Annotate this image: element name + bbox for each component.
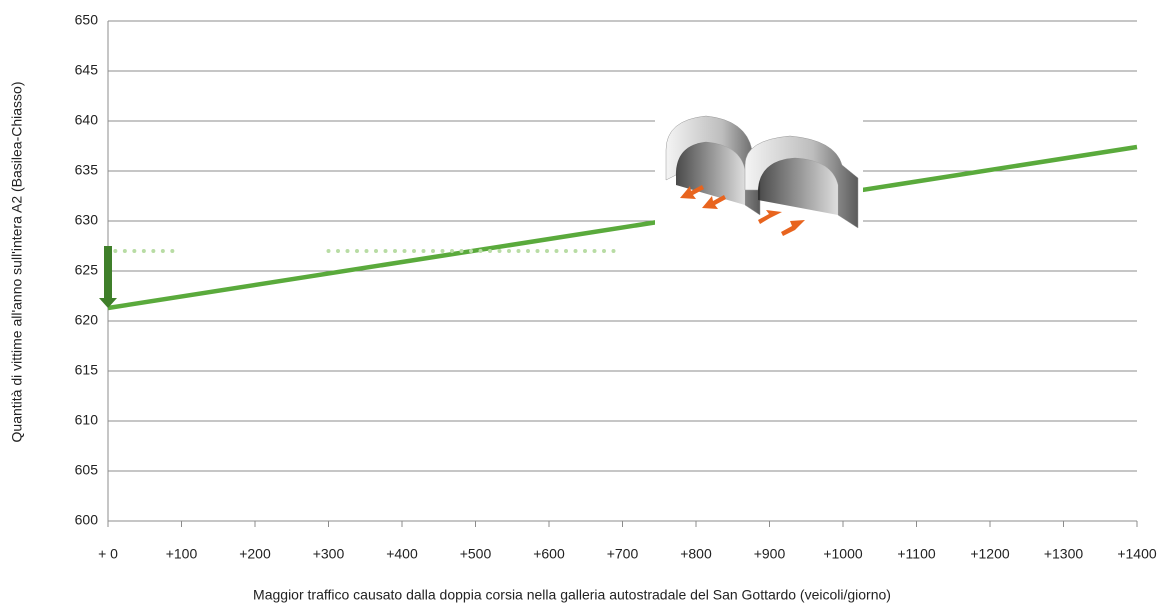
- x-tick-label: +900: [754, 546, 786, 562]
- y-tick-label: 640: [75, 112, 99, 128]
- y-tick-label: 610: [75, 412, 99, 428]
- x-tick-label: +1400: [1117, 546, 1157, 562]
- x-tick-label: + 0: [98, 546, 118, 562]
- y-tick-label: 635: [75, 162, 99, 178]
- x-tick-label: +300: [313, 546, 345, 562]
- y-tick-label: 620: [75, 312, 99, 328]
- x-tick-label: +1000: [823, 546, 863, 562]
- y-tick-label: 630: [75, 212, 99, 228]
- x-tick-label: +600: [533, 546, 565, 562]
- x-tick-label: +400: [386, 546, 418, 562]
- y-axis-label: Quantità di vittime all'anno sull'intera…: [9, 82, 25, 443]
- plot-area: 600 605 610 615 620 625 630 635 640 645 650 + 0 +100…: [9, 12, 1157, 603]
- tunnel-icon: [655, 100, 863, 240]
- x-tick-label: +500: [460, 546, 492, 562]
- y-tick-label: 600: [75, 512, 99, 528]
- y-tick-label: 645: [75, 62, 99, 78]
- x-tick-label: +700: [607, 546, 639, 562]
- x-tick-label: +200: [239, 546, 271, 562]
- x-tick-label: +1300: [1044, 546, 1084, 562]
- x-axis-label: Maggior traffico causato dalla doppia co…: [253, 587, 891, 603]
- x-tick-label: +1100: [897, 546, 935, 562]
- x-tick-label: +100: [166, 546, 198, 562]
- y-tick-label: 605: [75, 462, 99, 478]
- x-tick-label: +800: [680, 546, 712, 562]
- drop-arrow: [99, 246, 117, 308]
- data-line: [107, 144, 1138, 311]
- y-tick-label: 615: [75, 362, 99, 378]
- y-tick-label: 625: [75, 262, 99, 278]
- x-tick-label: +1200: [970, 546, 1010, 562]
- y-tick-label: 650: [75, 12, 99, 28]
